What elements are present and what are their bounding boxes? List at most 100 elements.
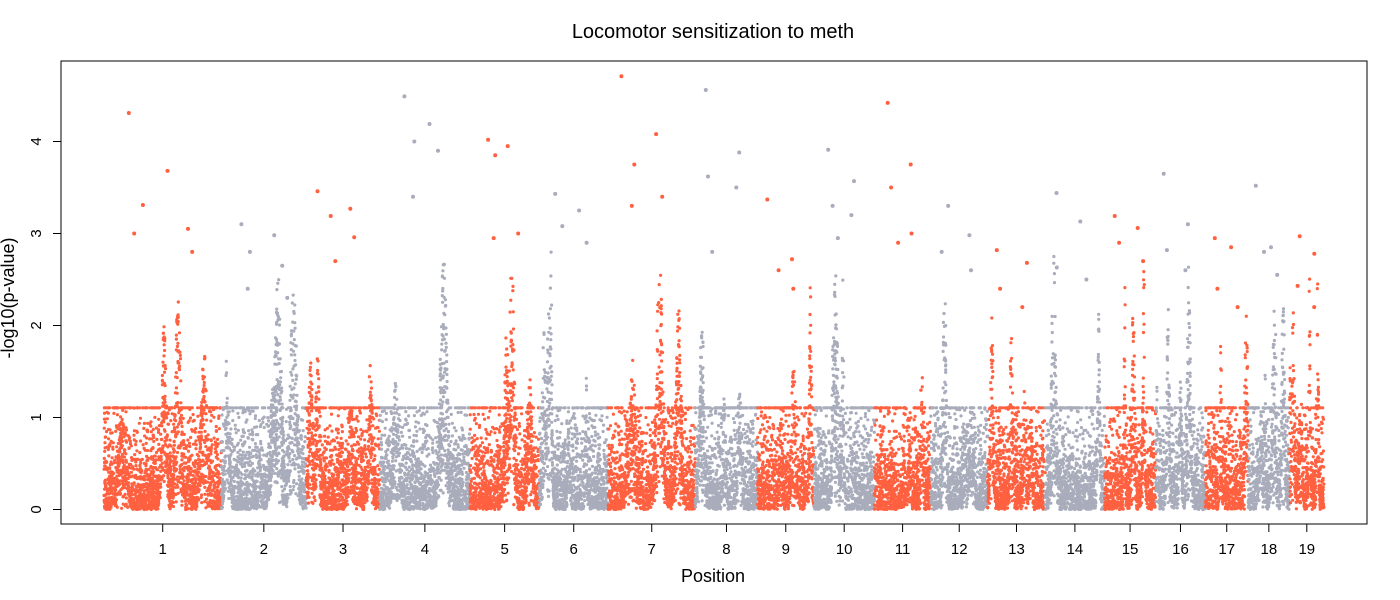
data-point (186, 468, 190, 472)
data-point (105, 466, 109, 470)
data-point (271, 422, 275, 426)
data-point (333, 445, 337, 449)
data-point (253, 416, 257, 421)
data-point (310, 394, 314, 398)
data-point (124, 481, 128, 485)
data-point (339, 436, 343, 440)
data-point (165, 459, 169, 463)
top-hit-point (333, 259, 338, 264)
data-point (209, 452, 213, 456)
data-point (132, 429, 136, 433)
data-point (366, 482, 370, 486)
data-point (355, 463, 359, 467)
data-point (189, 479, 193, 483)
data-point (228, 458, 232, 462)
data-point (138, 451, 142, 455)
data-point (178, 353, 182, 357)
data-point (158, 457, 163, 461)
top-hit-point (280, 263, 285, 268)
data-point (354, 507, 359, 511)
data-point (267, 457, 271, 461)
data-point (194, 447, 198, 451)
data-point (199, 422, 203, 426)
data-point (291, 428, 295, 432)
top-hit-point (190, 249, 195, 254)
data-point (160, 476, 164, 480)
data-point (118, 460, 122, 464)
data-point (241, 430, 246, 434)
data-point (173, 430, 177, 434)
data-point (248, 456, 252, 460)
data-point (154, 496, 158, 500)
data-point (363, 465, 367, 469)
data-point (368, 364, 372, 368)
data-point (276, 315, 280, 319)
data-point (361, 505, 365, 510)
data-point (290, 301, 294, 305)
data-point (204, 404, 209, 408)
data-point (110, 431, 114, 435)
data-point (294, 406, 298, 410)
data-point (340, 450, 345, 455)
data-point (291, 378, 295, 382)
data-point (151, 427, 155, 431)
data-point (327, 476, 331, 480)
data-point (223, 487, 227, 491)
data-point (434, 436, 438, 440)
data-point (276, 318, 280, 322)
data-point (109, 490, 113, 494)
data-point (216, 457, 220, 461)
data-point (288, 423, 292, 427)
data-point (352, 499, 356, 503)
data-point (189, 466, 193, 471)
data-point (255, 445, 259, 449)
data-point (204, 412, 208, 416)
data-point (309, 431, 314, 435)
data-point (280, 441, 284, 445)
data-point (307, 454, 311, 458)
data-point (148, 479, 152, 483)
data-point (116, 481, 120, 485)
data-point (235, 494, 239, 498)
data-point (334, 499, 338, 503)
data-point (172, 464, 176, 468)
data-point (291, 367, 295, 371)
data-point (229, 478, 233, 482)
data-point (134, 464, 138, 468)
data-point (373, 500, 377, 505)
data-point (107, 437, 111, 441)
data-point (158, 447, 162, 451)
data-point (200, 414, 204, 418)
data-point (162, 420, 166, 424)
data-point (286, 463, 290, 467)
data-point (186, 420, 190, 424)
data-point (362, 470, 367, 474)
data-point (369, 399, 373, 403)
data-point (220, 478, 224, 482)
data-point (371, 485, 375, 489)
data-point (215, 453, 219, 457)
data-point (242, 482, 246, 486)
data-point (288, 485, 292, 489)
data-point (250, 430, 255, 434)
data-point (157, 424, 161, 428)
data-point (157, 474, 161, 478)
data-point (275, 307, 279, 311)
data-point (216, 437, 220, 441)
data-point (169, 503, 173, 507)
data-point (280, 389, 284, 393)
data-point (314, 417, 318, 421)
data-point (320, 406, 324, 410)
data-point (281, 456, 285, 460)
data-point (181, 452, 185, 456)
data-point (153, 505, 158, 509)
data-point (277, 357, 281, 361)
data-point (112, 461, 116, 465)
data-point (281, 448, 285, 452)
data-point (202, 383, 206, 388)
data-point (273, 452, 277, 456)
data-point (237, 415, 241, 419)
data-point (289, 394, 294, 399)
data-point (108, 428, 112, 432)
data-point (220, 439, 224, 444)
